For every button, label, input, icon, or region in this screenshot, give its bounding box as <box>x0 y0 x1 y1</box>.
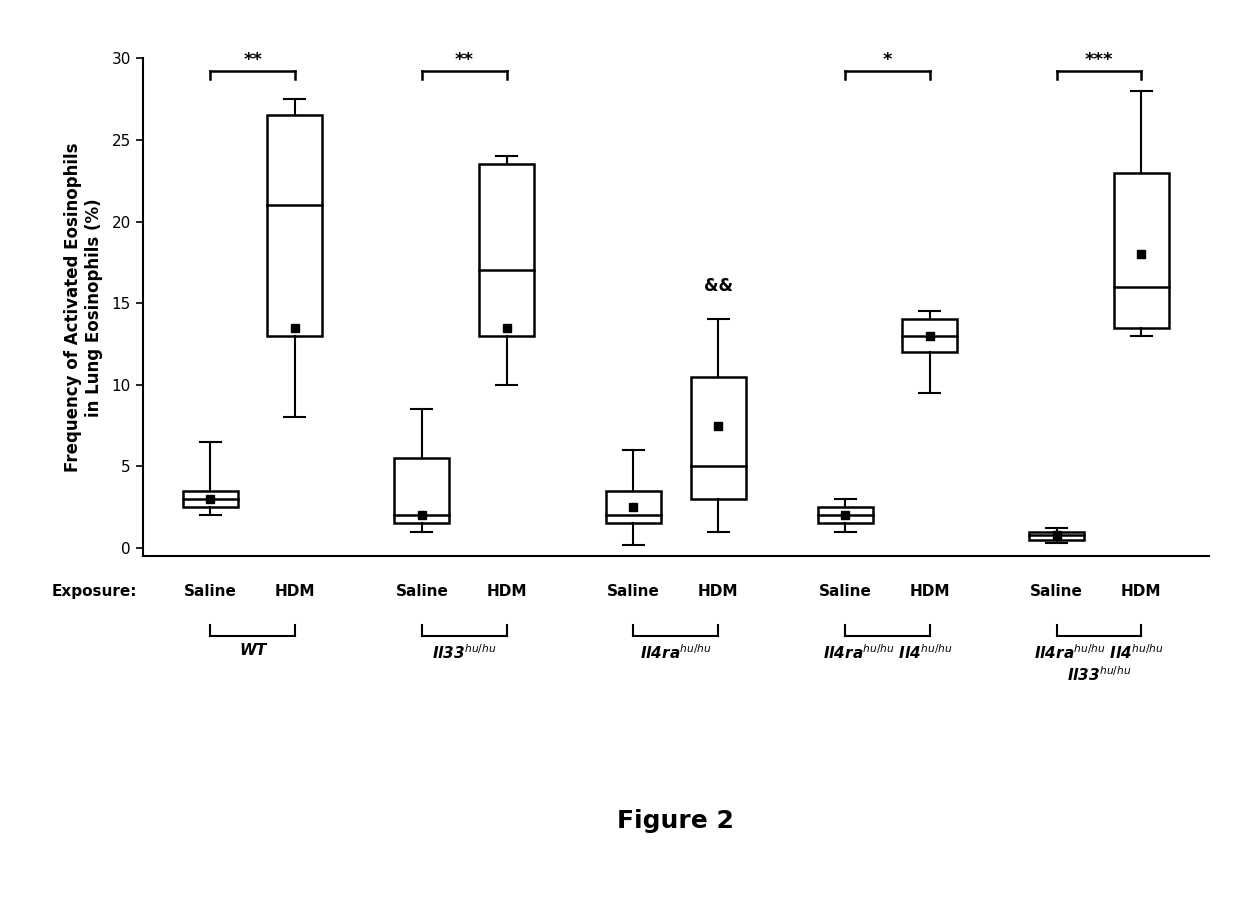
Text: Exposure:: Exposure: <box>52 584 138 598</box>
Bar <box>691 377 745 499</box>
Text: Il4ra$^{hu/hu}$ Il4$^{hu/hu}$
Il33$^{hu/hu}$: Il4ra$^{hu/hu}$ Il4$^{hu/hu}$ Il33$^{hu/… <box>1034 643 1164 684</box>
Text: Saline: Saline <box>608 584 660 598</box>
Bar <box>606 491 661 524</box>
Bar <box>479 164 534 335</box>
Bar <box>1114 172 1169 327</box>
Text: Saline: Saline <box>184 584 237 598</box>
Text: Il33$^{hu/hu}$: Il33$^{hu/hu}$ <box>432 643 496 662</box>
Bar <box>817 507 873 524</box>
Text: WT: WT <box>239 643 267 658</box>
Text: ***: *** <box>1085 51 1114 69</box>
Bar <box>903 319 957 353</box>
Text: HDM: HDM <box>698 584 738 598</box>
Text: HDM: HDM <box>275 584 315 598</box>
Text: HDM: HDM <box>909 584 950 598</box>
Text: *: * <box>883 51 892 69</box>
Text: HDM: HDM <box>486 584 527 598</box>
Text: Il4ra$^{hu/hu}$: Il4ra$^{hu/hu}$ <box>640 643 712 662</box>
Text: **: ** <box>455 51 474 69</box>
Bar <box>394 458 449 524</box>
Text: &&: && <box>703 277 733 295</box>
Text: Saline: Saline <box>396 584 449 598</box>
Bar <box>1029 532 1084 540</box>
Y-axis label: Frequency of Activated Eosinophils
in Lung Eosinophils (%): Frequency of Activated Eosinophils in Lu… <box>64 143 103 472</box>
Text: Figure 2: Figure 2 <box>618 809 734 832</box>
Text: Saline: Saline <box>818 584 872 598</box>
Bar <box>268 116 322 335</box>
Text: **: ** <box>243 51 262 69</box>
Bar <box>182 491 238 507</box>
Text: HDM: HDM <box>1121 584 1162 598</box>
Text: Saline: Saline <box>1030 584 1083 598</box>
Text: Il4ra$^{hu/hu}$ Il4$^{hu/hu}$: Il4ra$^{hu/hu}$ Il4$^{hu/hu}$ <box>822 643 952 662</box>
